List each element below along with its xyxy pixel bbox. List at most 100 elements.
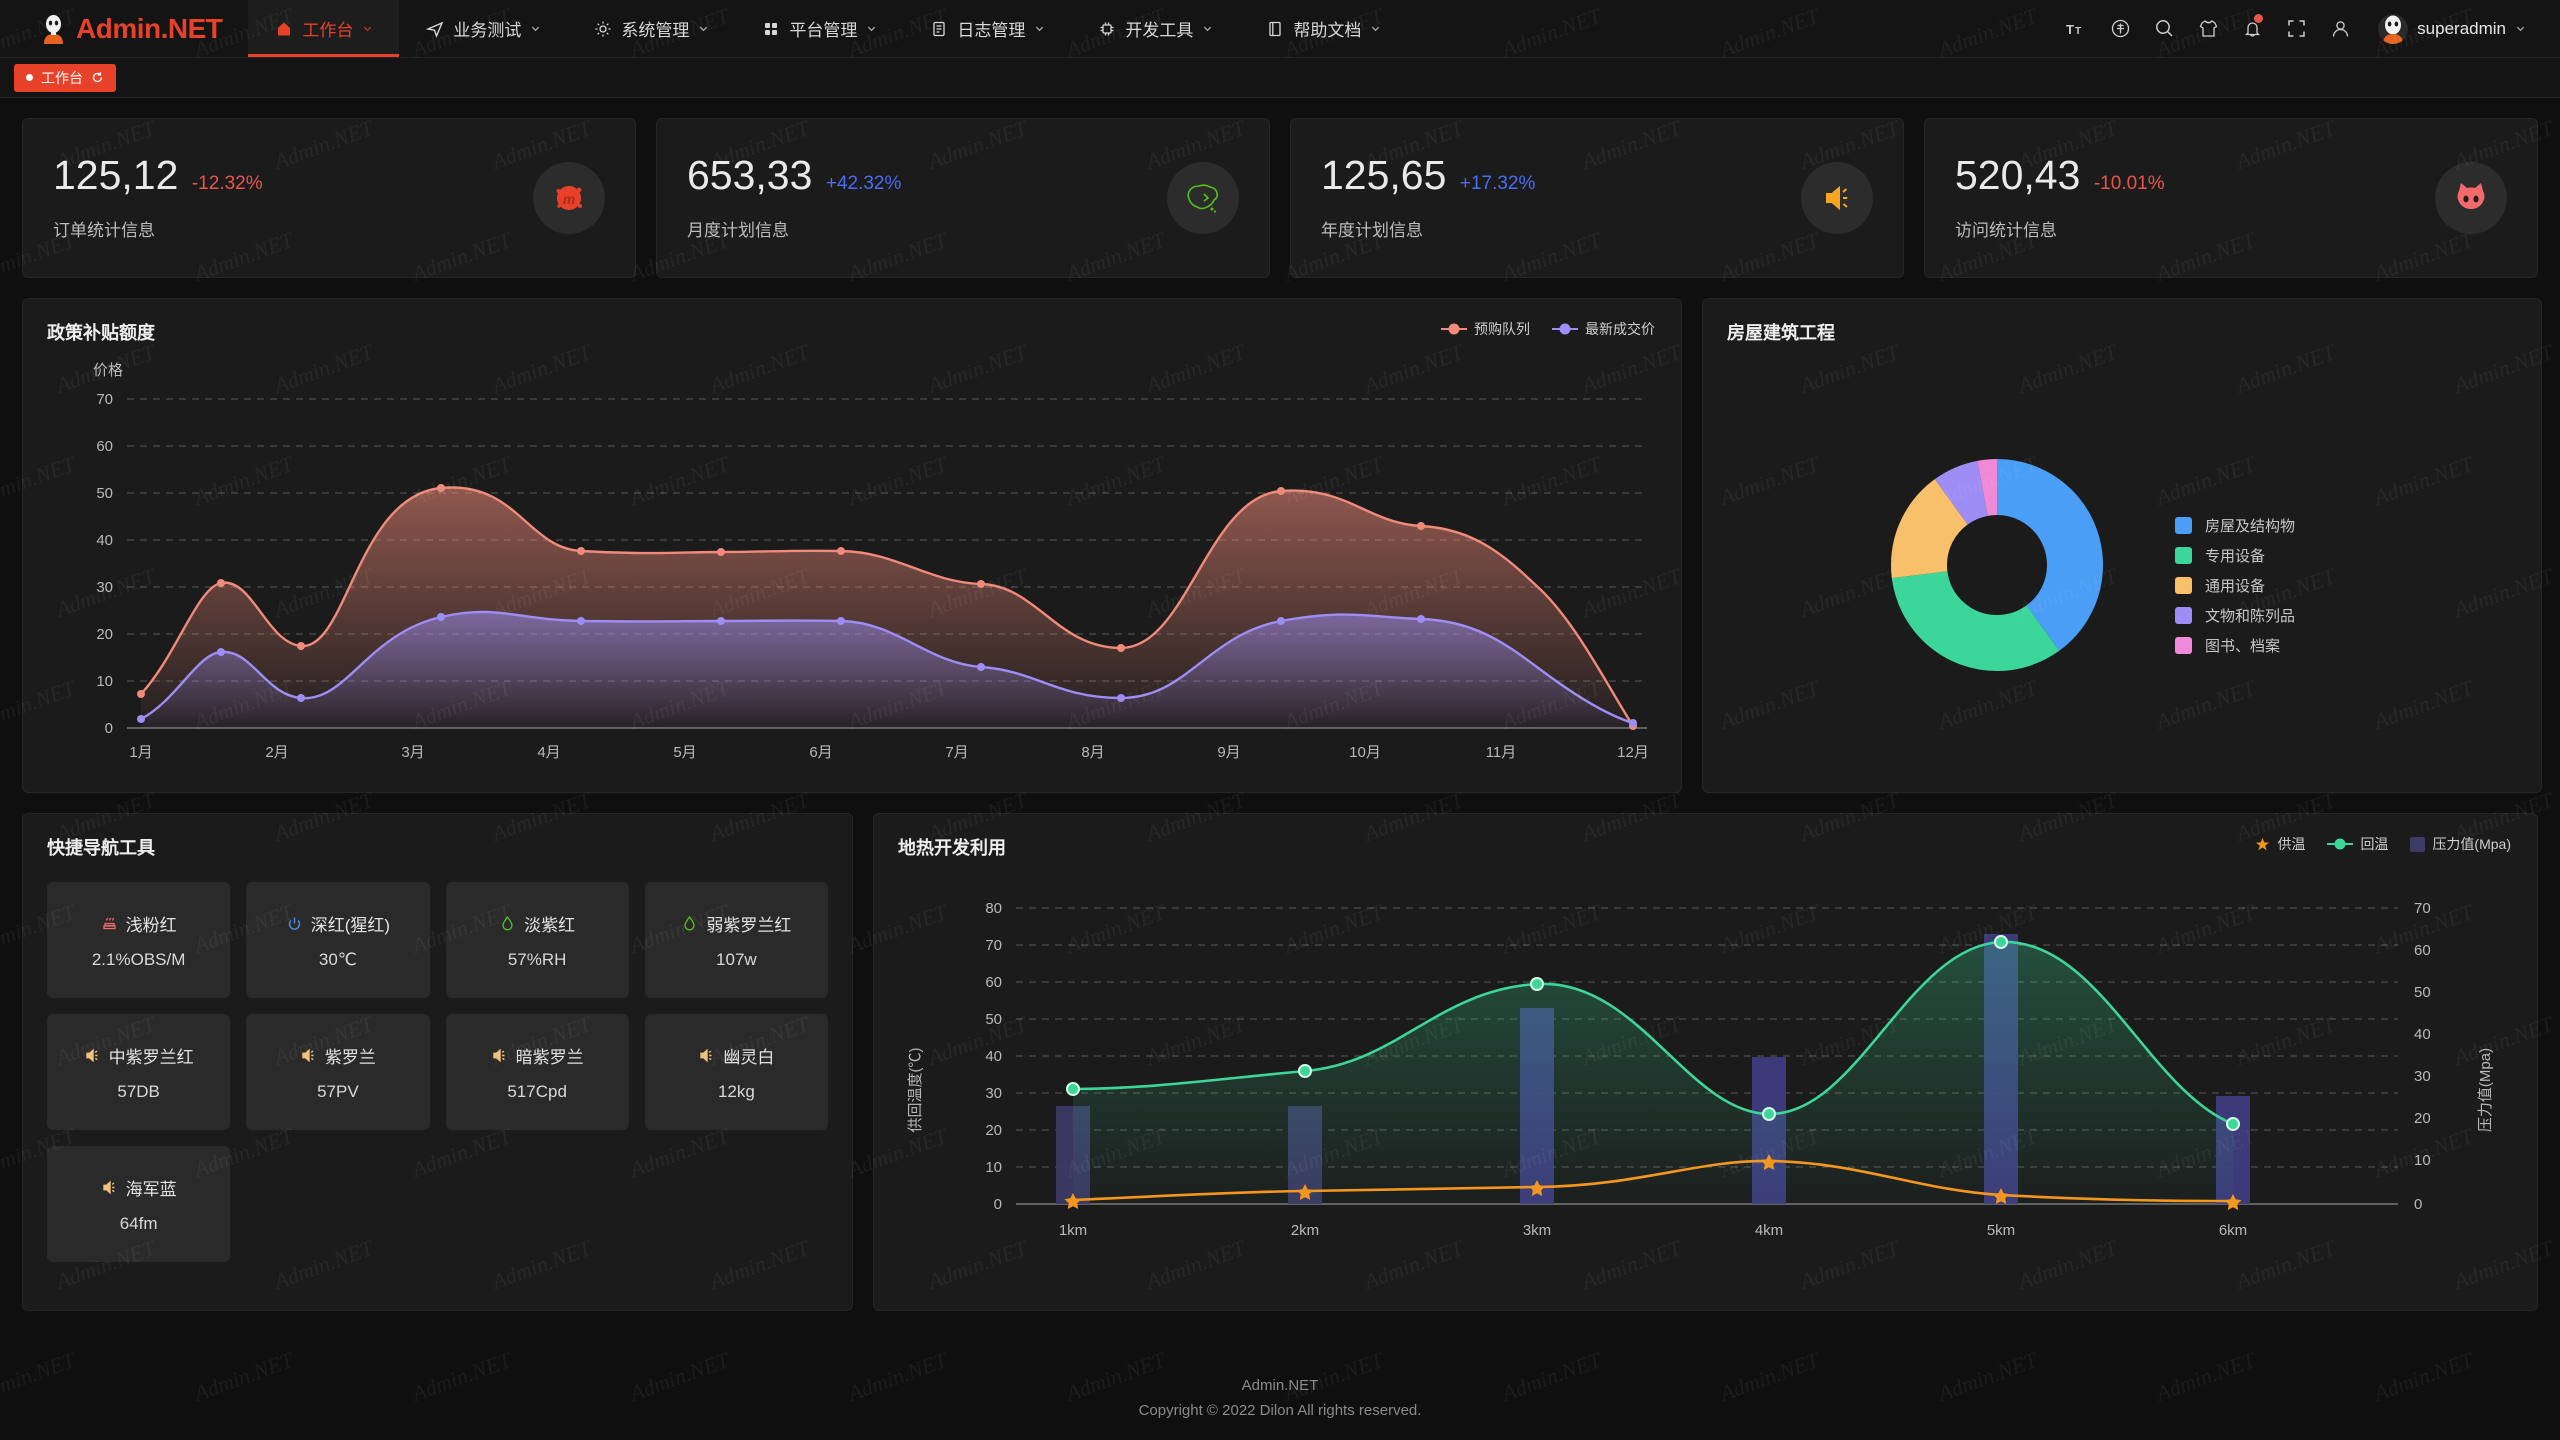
stat-card-visits[interactable]: 520,43 -10.01% 访问统计信息 xyxy=(1924,118,2538,278)
legend-item-preorder[interactable]: 预购队列 xyxy=(1441,319,1530,339)
text-size-icon[interactable]: T T xyxy=(2054,0,2098,58)
stat-text-block: 125,65 +17.32% 年度计划信息 xyxy=(1321,155,1535,241)
chevron-down-icon xyxy=(1372,26,1380,32)
speaker-icon xyxy=(698,1047,715,1064)
tool-header: 弱紫罗兰红 xyxy=(681,911,791,936)
quick-nav-tool-item[interactable]: 幽灵白 12kg xyxy=(644,1014,828,1130)
stat-card-row: 125,12 -12.32% 订单统计信息 m 653,33 +42.32% xyxy=(22,118,2538,278)
quick-nav-tool-item[interactable]: 暗紫罗兰 517Cpd xyxy=(445,1014,629,1130)
quick-nav-tool-item[interactable]: 海军蓝 64fm xyxy=(47,1146,231,1262)
quick-nav-tool-item[interactable]: 紫罗兰 57PV xyxy=(246,1014,430,1130)
refresh-icon[interactable] xyxy=(91,71,104,84)
nav-item-system-management[interactable]: 系统管理 xyxy=(567,0,735,57)
legend-swatch xyxy=(2175,607,2192,624)
nav-item-log-management[interactable]: 日志管理 xyxy=(903,0,1071,57)
nav-item-help-docs[interactable]: 帮助文档 xyxy=(1239,0,1407,57)
geo-y-tick-labels: 80 70 60 50 40 30 20 10 0 xyxy=(985,900,1002,1213)
tool-value: 57DB xyxy=(117,1081,160,1101)
geothermal-line-chart: 供回温度(℃) 压力值(Mpa) 80 70 60 50 40 30 xyxy=(907,900,2494,1239)
stat-value: 125,65 xyxy=(1321,152,1447,198)
tool-value: 30℃ xyxy=(318,949,357,969)
tool-header: 紫罗兰 xyxy=(300,1043,376,1068)
stat-card-orders[interactable]: 125,12 -12.32% 订单统计信息 m xyxy=(22,118,636,278)
tool-name: 淡紫红 xyxy=(524,915,576,935)
tool-header: 中紫罗兰红 xyxy=(84,1043,194,1068)
donut-slice-general-equipment xyxy=(1891,459,2103,671)
svg-text:40: 40 xyxy=(2414,1026,2431,1043)
card-title: 政策补贴额度 xyxy=(47,323,155,343)
fullscreen-icon[interactable] xyxy=(2274,0,2318,58)
language-globe-icon[interactable] xyxy=(2098,0,2142,58)
stat-delta: +42.32% xyxy=(825,173,902,194)
donut-legend: 房屋及结构物 专用设备 通用设备 文物和陈列品 图书、档案 xyxy=(2175,517,2295,655)
thermo-icon xyxy=(286,915,303,932)
page-footer: Admin.NET Copyright © 2022 Dilon All rig… xyxy=(0,1356,2560,1440)
geo-series-supply-line xyxy=(1072,1159,2234,1203)
quick-nav-tool-item[interactable]: 中紫罗兰红 57DB xyxy=(47,1014,231,1130)
stat-value-row: 520,43 -10.01% xyxy=(1955,155,2165,196)
legend-item-supply-temp[interactable]: 供温 xyxy=(2255,834,2305,854)
search-icon[interactable] xyxy=(2142,0,2186,58)
notification-bell-icon[interactable] xyxy=(2230,0,2274,58)
bottom-row: 快捷导航工具 浅粉红 2.1%OBS/M 深红(猩红) 30℃ 淡紫红 57%R… xyxy=(22,813,2538,1311)
svg-text:2km: 2km xyxy=(1291,1222,1319,1239)
stat-label: 年度计划信息 xyxy=(1321,221,1423,240)
quick-nav-tool-item[interactable]: 淡紫红 57%RH xyxy=(445,882,629,998)
legend-swatch xyxy=(2175,517,2192,534)
donut-slice-books-archives xyxy=(1891,459,2103,671)
quick-nav-tool-item[interactable]: 深红(猩红) 30℃ xyxy=(246,882,430,998)
svg-text:6km: 6km xyxy=(2219,1222,2247,1239)
svg-text:40: 40 xyxy=(985,1048,1002,1065)
svg-text:10: 10 xyxy=(985,1159,1002,1176)
svg-text:50: 50 xyxy=(96,485,113,502)
svg-text:20: 20 xyxy=(985,1122,1002,1139)
stat-card-annual-plan[interactable]: 125,65 +17.32% 年度计划信息 xyxy=(1290,118,1904,278)
tool-value: 517Cpd xyxy=(507,1081,567,1101)
nav-label: 帮助文档 xyxy=(1293,21,1362,40)
speaker-icon xyxy=(101,1179,118,1196)
svg-text:70: 70 xyxy=(2414,900,2431,917)
nav-item-platform-management[interactable]: 平台管理 xyxy=(735,0,903,57)
quick-nav-tools-grid: 浅粉红 2.1%OBS/M 深红(猩红) 30℃ 淡紫红 57%RH 弱紫罗兰红… xyxy=(47,882,828,1262)
legend-item-pressure[interactable]: 压力值(Mpa) xyxy=(2410,834,2511,854)
geo-series-return-points xyxy=(1066,935,2240,1131)
furnace-icon xyxy=(101,915,118,932)
legend-label: 最新成交价 xyxy=(1585,321,1655,337)
nav-item-business-test[interactable]: 业务测试 xyxy=(399,0,567,57)
nav-item-dev-tools[interactable]: 开发工具 xyxy=(1071,0,1239,57)
svg-text:9月: 9月 xyxy=(1217,744,1240,761)
svg-text:70: 70 xyxy=(96,391,113,408)
tab-workbench[interactable]: 工作台 xyxy=(14,63,116,92)
legend-item-latest-price[interactable]: 最新成交价 xyxy=(1552,319,1655,339)
brand-logo-title[interactable]: Admin.NET xyxy=(0,0,248,57)
tool-name: 暗紫罗兰 xyxy=(515,1047,584,1067)
stat-text-block: 653,33 +42.32% 月度计划信息 xyxy=(687,155,901,241)
stat-delta: +17.32% xyxy=(1459,173,1536,194)
user-icon[interactable] xyxy=(2318,0,2362,58)
tool-value: 12kg xyxy=(717,1081,755,1101)
stat-delta: -10.01% xyxy=(2093,173,2165,194)
tool-header: 淡紫红 xyxy=(499,911,575,936)
tool-name: 中紫罗兰红 xyxy=(108,1047,194,1067)
stat-card-monthly-plan[interactable]: 653,33 +42.32% 月度计划信息 xyxy=(656,118,1270,278)
send-icon xyxy=(425,19,444,38)
stat-value: 653,33 xyxy=(687,152,813,198)
footer-copyright: Copyright © 2022 Dilon All rights reserv… xyxy=(1138,1402,1422,1419)
building-engineering-chart-card: 房屋建筑工程 房屋及结构物 专用设备 通用设备 xyxy=(1702,298,2542,793)
user-menu[interactable]: superadmin xyxy=(2362,13,2536,44)
blob-red-icon: m xyxy=(533,162,605,234)
nav-item-workbench[interactable]: 工作台 xyxy=(248,0,400,57)
grid-icon xyxy=(761,19,780,38)
theme-shirt-icon[interactable] xyxy=(2186,0,2230,58)
avatar xyxy=(2378,13,2409,44)
area-series-preorder-line xyxy=(140,486,1635,727)
legend-label: 供温 xyxy=(2277,836,2306,852)
legend-item-return-temp[interactable]: 回温 xyxy=(2327,834,2388,854)
quick-nav-tool-item[interactable]: 浅粉红 2.1%OBS/M xyxy=(47,882,231,998)
svg-text:50: 50 xyxy=(2414,984,2431,1001)
svg-text:0: 0 xyxy=(105,720,113,737)
policy-subsidy-chart-card: 政策补贴额度 预购队列 最新成交价 xyxy=(22,298,1682,793)
stat-value: 520,43 xyxy=(1955,152,2081,198)
quick-nav-tool-item[interactable]: 弱紫罗兰红 107w xyxy=(644,882,828,998)
svg-text:60: 60 xyxy=(985,974,1002,991)
